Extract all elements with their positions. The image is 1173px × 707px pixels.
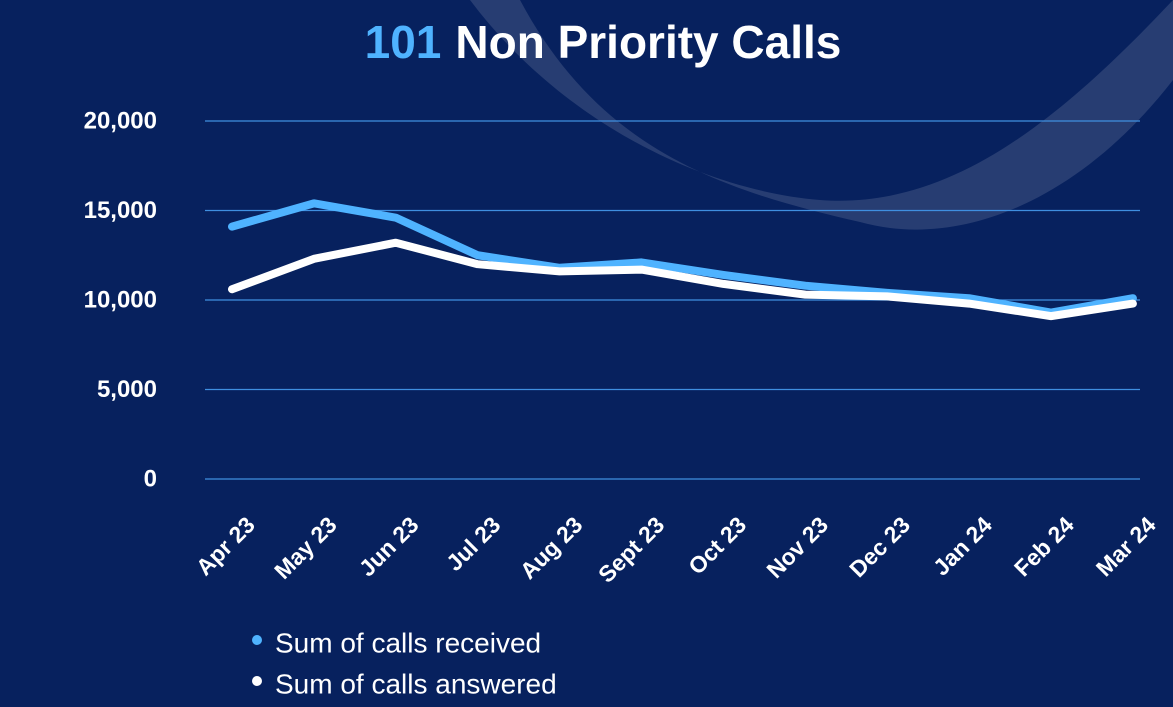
y-tick-label: 10,000 [84,286,157,313]
title-highlight: 101 [365,16,442,68]
legend-marker [252,635,262,645]
legend-marker [252,676,262,686]
series-line [228,199,1137,317]
decorative-arc [470,0,1173,230]
series-line [228,238,1137,321]
legend-label: Sum of calls answered [275,668,557,699]
y-tick-label: 0 [144,465,157,492]
y-tick-label: 20,000 [84,107,157,134]
chart-title: 101 Non Priority Calls [365,16,842,68]
y-tick-label: 5,000 [97,376,157,403]
legend-label: Sum of calls received [275,627,541,658]
y-tick-label: 15,000 [84,197,157,224]
title-rest: Non Priority Calls [455,16,841,68]
